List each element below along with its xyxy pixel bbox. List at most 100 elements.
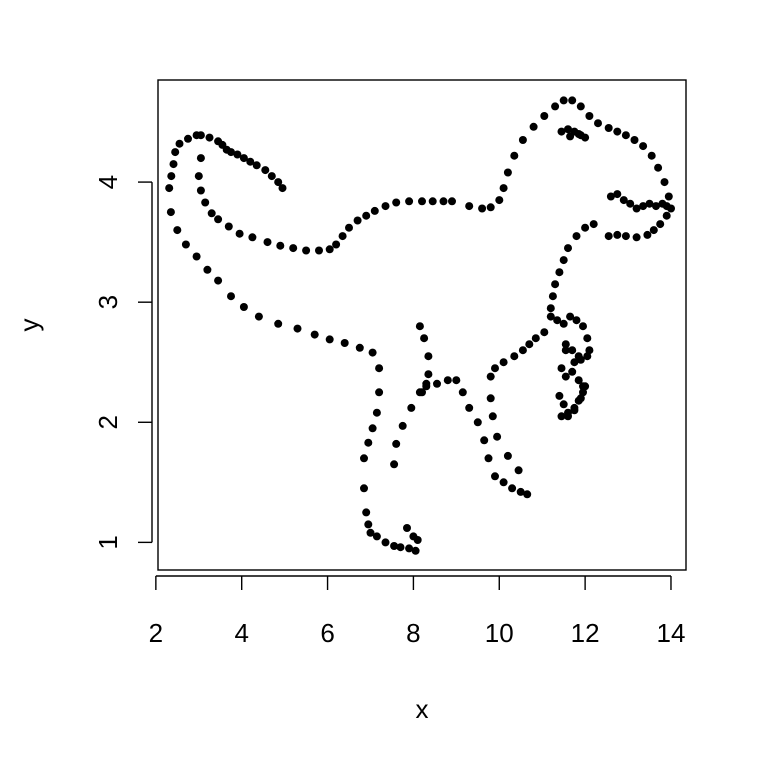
data-point [503, 168, 512, 177]
data-point [632, 233, 641, 242]
data-point [392, 439, 401, 448]
data-point [192, 252, 201, 261]
data-point [364, 438, 373, 447]
data-point [561, 372, 570, 381]
data-point [649, 226, 658, 235]
data-point [443, 376, 452, 385]
data-point [405, 544, 414, 553]
data-point [239, 303, 248, 311]
data-point [559, 319, 568, 328]
y-tick-label: 2 [93, 415, 123, 429]
x-tick-label: 6 [320, 618, 334, 648]
data-point [499, 358, 508, 367]
data-point [233, 150, 242, 159]
plot-frame [157, 79, 687, 571]
data-point [566, 132, 575, 141]
data-point [409, 532, 418, 541]
data-point [564, 408, 572, 417]
data-point [227, 292, 235, 301]
data-point [381, 538, 390, 547]
data-point [181, 240, 190, 249]
data-point [555, 268, 564, 277]
data-point [604, 232, 613, 241]
data-point [510, 352, 519, 361]
data-point [370, 206, 379, 215]
data-point [224, 222, 233, 231]
data-point [491, 364, 499, 373]
data-point [424, 352, 433, 361]
data-point [568, 367, 577, 376]
data-point [332, 240, 341, 249]
data-point [570, 403, 579, 412]
data-point [366, 528, 375, 537]
data-points [165, 96, 675, 555]
data-point [585, 346, 594, 355]
data-point [448, 197, 456, 206]
x-tick-label: 2 [149, 618, 163, 648]
data-point [203, 265, 212, 274]
data-point [557, 412, 566, 421]
data-point [201, 198, 210, 207]
data-point [564, 125, 572, 134]
data-point [645, 199, 654, 208]
y-tick-label: 3 [93, 295, 123, 309]
data-point [581, 382, 590, 391]
data-point [551, 102, 560, 111]
x-tick-label: 4 [234, 618, 248, 648]
data-point [480, 436, 489, 445]
data-point [364, 520, 373, 529]
data-point [375, 364, 384, 373]
data-point [568, 96, 577, 105]
data-point [540, 328, 549, 337]
data-point [664, 192, 673, 201]
y-tick-label: 1 [93, 535, 123, 549]
data-point [662, 211, 671, 220]
data-point [246, 157, 255, 166]
data-point [510, 151, 519, 160]
data-point [171, 148, 180, 157]
data-point [261, 166, 270, 175]
data-point [553, 316, 562, 325]
data-point [525, 340, 534, 349]
data-point [418, 388, 426, 397]
data-point [372, 532, 381, 541]
data-point [589, 220, 598, 229]
data-point [315, 246, 323, 255]
data-point [252, 161, 261, 170]
data-point [579, 322, 587, 331]
data-point [368, 348, 377, 357]
data-point [585, 112, 594, 120]
data-point [405, 197, 414, 206]
data-point [293, 324, 302, 333]
data-point [546, 304, 555, 313]
data-point [654, 163, 663, 172]
data-point [420, 334, 429, 343]
data-point [639, 142, 648, 151]
data-point [289, 244, 298, 253]
data-point [574, 396, 583, 405]
data-point [639, 202, 648, 211]
data-point [428, 197, 437, 206]
data-point [278, 184, 287, 193]
data-point [647, 151, 656, 160]
data-point [196, 186, 205, 195]
data-point [396, 543, 405, 552]
data-point [559, 256, 568, 265]
data-point [561, 346, 570, 355]
data-point [583, 352, 592, 361]
data-point [478, 204, 487, 213]
data-point [574, 352, 583, 361]
data-point [418, 197, 426, 206]
data-point [581, 223, 590, 232]
data-point [508, 484, 517, 493]
y-axis: 1 2 3 4 [93, 175, 153, 550]
data-point [643, 230, 652, 239]
data-point [660, 178, 669, 187]
data-point [263, 238, 272, 247]
data-point [621, 131, 630, 140]
data-point [529, 122, 538, 131]
data-point [566, 312, 575, 321]
data-point [175, 139, 184, 148]
data-point [267, 172, 276, 181]
data-point [355, 343, 364, 352]
